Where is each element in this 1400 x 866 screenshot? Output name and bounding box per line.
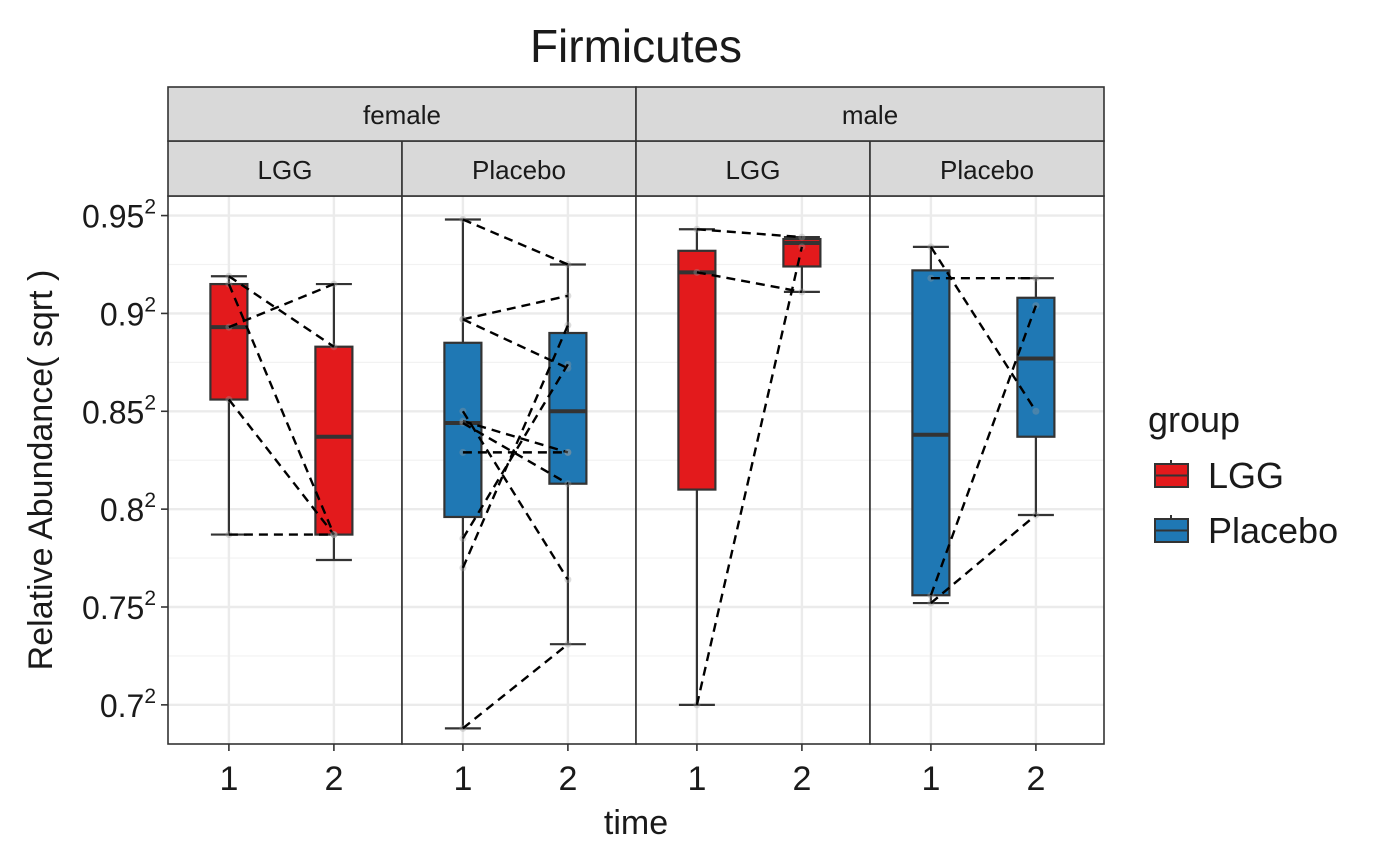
x-tick-label: 1 — [687, 760, 706, 798]
y-tick-exponent: 2 — [144, 196, 156, 219]
data-point-time-2 — [564, 448, 572, 456]
paired-line — [929, 246, 1037, 412]
y-tick-base: 0.7 — [100, 688, 144, 724]
legend-label: Placebo — [1208, 510, 1338, 551]
panel-female-lgg: LGG 1 2 — [167, 140, 403, 798]
y-tick-exponent: 2 — [144, 391, 156, 414]
x-tick-label: 2 — [792, 760, 811, 798]
paired-line — [228, 282, 335, 329]
panel-male-placebo: Placebo 1 2 — [869, 140, 1105, 798]
strip-group — [635, 140, 871, 197]
y-tick-exponent: 2 — [144, 587, 156, 610]
strip-sex — [167, 86, 637, 142]
paired-line — [228, 275, 335, 348]
x-tick-label: 2 — [558, 760, 577, 798]
x-tick-label: 2 — [324, 760, 343, 798]
paired-line — [462, 643, 569, 730]
y-tick-label: 0.852 — [82, 391, 156, 430]
strip-group-label: Placebo — [472, 155, 566, 185]
x-axis-label: time — [604, 804, 668, 842]
x-tick-label: 1 — [453, 760, 472, 798]
legend-entry-placebo: Placebo — [1154, 510, 1338, 551]
strip-sex-label: female — [363, 100, 441, 130]
paired-line — [929, 305, 1038, 596]
paired-line — [696, 228, 802, 239]
strip-group-label: Placebo — [940, 155, 1034, 185]
box-time-1 — [677, 228, 717, 706]
paired-line — [227, 398, 335, 536]
paired-line — [462, 419, 569, 454]
data-point-time-2 — [1032, 274, 1040, 282]
y-tick-base: 0.8 — [100, 492, 144, 528]
paired-line — [696, 271, 803, 294]
panel-background — [636, 196, 870, 744]
data-point-time-2 — [330, 531, 338, 539]
panel-background — [402, 196, 636, 744]
paired-line — [462, 218, 569, 266]
y-tick-label: 0.82 — [100, 489, 156, 528]
box-iqr — [677, 249, 717, 491]
paired-line — [461, 363, 569, 540]
paired-line — [227, 283, 336, 536]
strip-sex — [635, 86, 1105, 142]
panel-female-placebo: Placebo 1 2 — [401, 140, 637, 798]
legend: group LGG Placebo — [1148, 399, 1338, 551]
y-axis-label: Relative Abundance( sqrt ) — [22, 270, 60, 671]
panel-background — [870, 196, 1104, 744]
paired-line — [462, 318, 569, 370]
legend-title: group — [1148, 399, 1240, 440]
box-iqr — [548, 331, 588, 485]
paired-line — [930, 514, 1037, 605]
box-time-1 — [209, 275, 249, 536]
y-tick-base: 0.95 — [82, 199, 144, 235]
box-iqr — [209, 282, 249, 401]
y-tick-exponent: 2 — [144, 293, 156, 316]
paired-line — [695, 246, 804, 706]
panels: LGG 1 2 Placebo 1 2 LGG 1 2 Placebo 1 2 female male 0.… — [82, 86, 1105, 798]
box-iqr — [1016, 296, 1056, 438]
box-time-2 — [782, 236, 822, 293]
y-tick-exponent: 2 — [144, 685, 156, 708]
y-tick-label: 0.952 — [82, 196, 156, 235]
legend-label: LGG — [1208, 455, 1284, 496]
paired-line — [461, 410, 569, 581]
chart-title: Firmicutes — [530, 20, 742, 72]
y-tick-label: 0.72 — [100, 685, 156, 724]
box-time-2 — [1016, 277, 1056, 517]
legend-entry-lgg: LGG — [1154, 455, 1284, 496]
y-tick-exponent: 2 — [144, 489, 156, 512]
y-tick-base: 0.85 — [82, 394, 144, 430]
y-tick-label: 0.92 — [100, 293, 156, 332]
strip-sex-label: male — [842, 100, 898, 130]
box-time-2 — [548, 263, 588, 646]
strip-group-label: LGG — [726, 155, 781, 185]
y-tick-base: 0.9 — [100, 296, 144, 332]
box-time-1 — [911, 245, 951, 605]
data-point-time-2 — [564, 640, 572, 648]
strip-group — [401, 140, 637, 197]
y-tick-label: 0.752 — [82, 587, 156, 626]
y-tick-base: 0.75 — [82, 590, 144, 626]
strip-group-label: LGG — [258, 155, 313, 185]
x-tick-label: 2 — [1026, 760, 1045, 798]
strip-group — [869, 140, 1105, 197]
x-tick-label: 1 — [219, 760, 238, 798]
paired-line — [462, 294, 569, 321]
panel-male-lgg: LGG 1 2 — [635, 140, 871, 798]
x-tick-label: 1 — [921, 760, 940, 798]
